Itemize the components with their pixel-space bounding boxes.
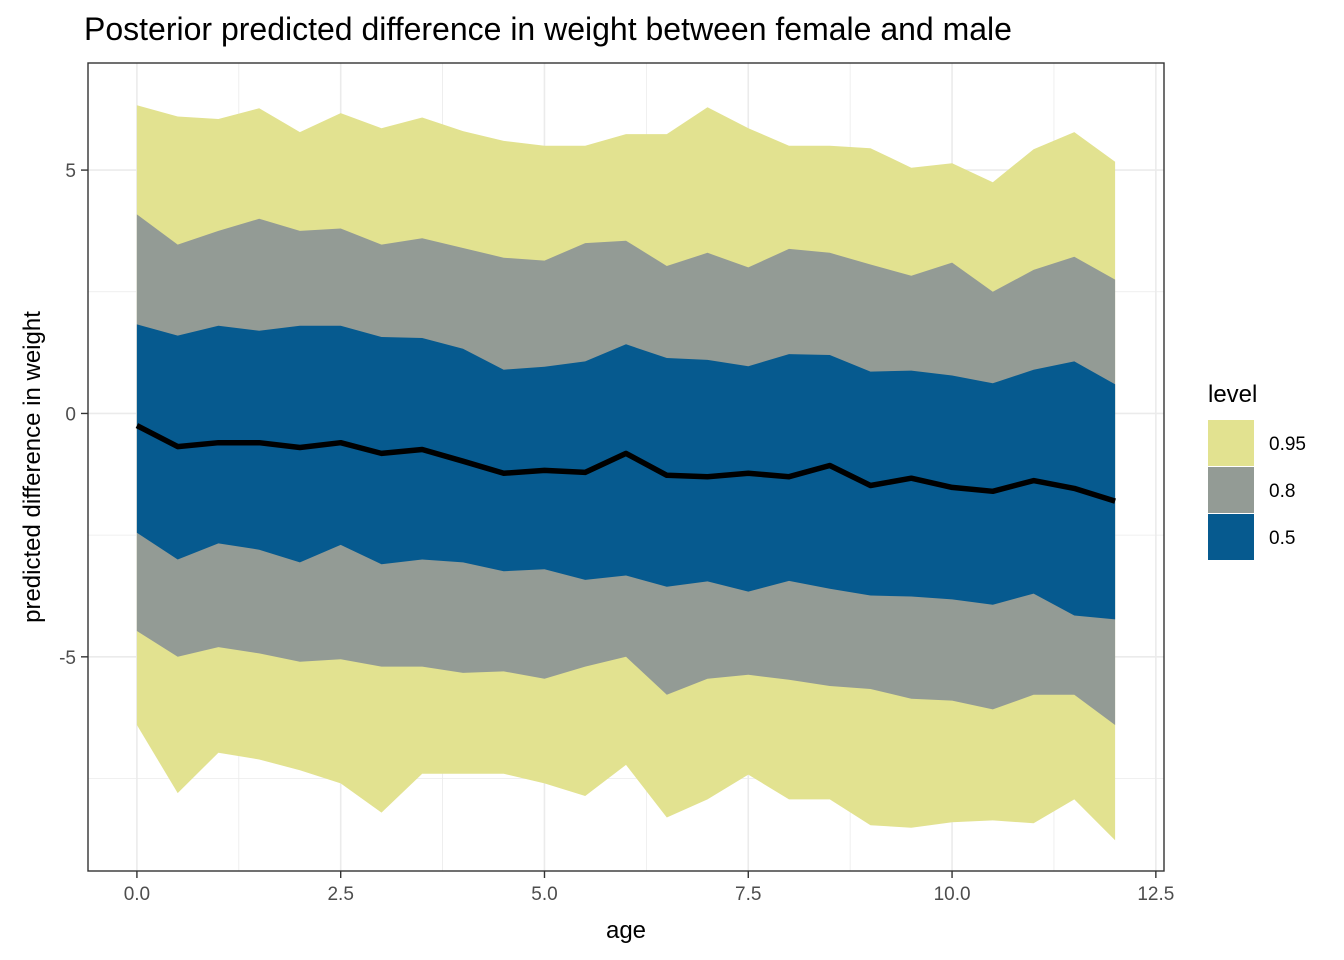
legend-label: 0.8 (1269, 481, 1295, 502)
x-tick-label: 7.5 (735, 884, 761, 905)
x-axis: 0.0 2.5 5.0 7.5 10.0 12.5 (124, 871, 1174, 905)
credible-bands (136, 105, 1116, 841)
x-tick-label: 12.5 (1137, 884, 1174, 905)
y-tick-label: -5 (59, 648, 76, 669)
median-line-group (135, 423, 1116, 504)
chart-title: Posterior predicted difference in weight… (84, 11, 1012, 47)
legend-key-0.5 (1208, 514, 1254, 560)
x-tick-label: 10.0 (934, 884, 971, 905)
plot-panel-border (87, 62, 1165, 872)
legend-label: 0.5 (1269, 528, 1295, 549)
x-tick-label: 0.0 (124, 884, 150, 905)
legend-key-0.8 (1208, 467, 1254, 513)
x-tick-label: 2.5 (327, 884, 353, 905)
median-line (135, 423, 1116, 504)
x-axis-title: age (606, 917, 646, 944)
legend-label: 0.95 (1269, 434, 1306, 455)
band-0.5 (136, 324, 1116, 620)
legend: level 0.95 0.8 0.5 (1208, 381, 1306, 560)
x-tick-label: 5.0 (531, 884, 557, 905)
y-tick-label: 5 (65, 161, 76, 182)
y-axis: 5 0 -5 (59, 161, 88, 669)
legend-title: level (1208, 381, 1257, 408)
y-tick-label: 0 (65, 404, 76, 425)
y-axis-title: predicted difference in weight (19, 311, 46, 623)
legend-key-0.95 (1208, 420, 1254, 466)
